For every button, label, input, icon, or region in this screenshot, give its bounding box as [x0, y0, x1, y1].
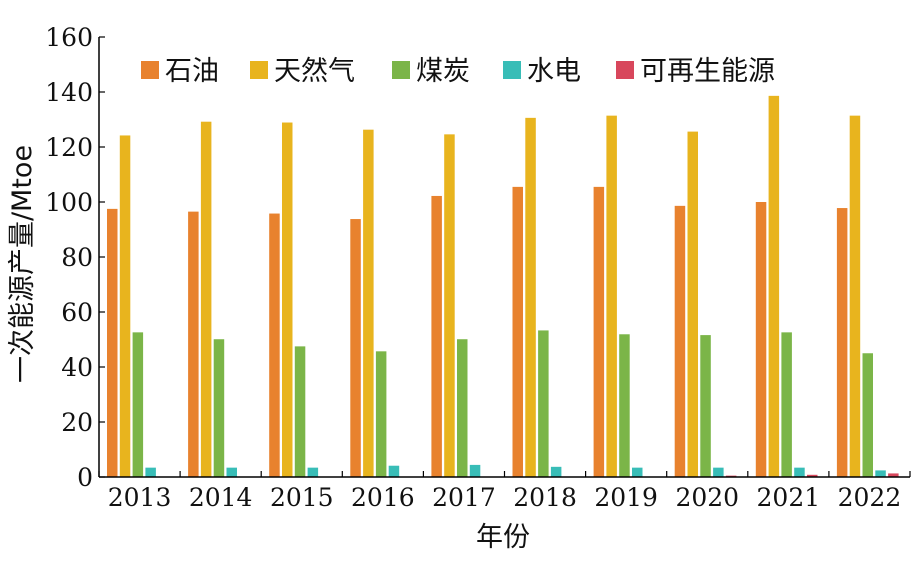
bar [107, 208, 118, 477]
bar [619, 334, 630, 477]
y-tick-label: 100 [45, 188, 93, 217]
y-ticks: 0 20 40 60 80 100 120 140 160 [45, 23, 105, 492]
legend-label: 可再生能源 [640, 56, 775, 87]
bar [269, 213, 280, 478]
x-tick-label: 2013 [108, 483, 172, 512]
bar [444, 134, 455, 477]
bar [512, 186, 523, 477]
legend-swatch [250, 61, 268, 79]
x-tick-label: 2015 [270, 483, 334, 512]
y-tick-label: 120 [45, 133, 93, 162]
bar [781, 332, 792, 477]
bar [350, 219, 361, 478]
bar [363, 129, 374, 478]
y-axis-title: 一次能源产量/Mtoe [7, 145, 38, 383]
legend-label: 石油 [165, 56, 219, 87]
bar [388, 465, 400, 477]
x-tick-label: 2022 [838, 483, 902, 512]
bar [768, 95, 780, 477]
legend: 石油 天然气 煤炭 水电 可再生能源 [141, 56, 775, 87]
x-tick-label: 2017 [432, 483, 496, 512]
bar [188, 211, 199, 477]
x-tick-label: 2019 [594, 483, 658, 512]
bar [888, 473, 899, 477]
x-tick-label: 2021 [757, 483, 821, 512]
x-tick-label: 2020 [675, 483, 739, 512]
y-tick-label: 40 [61, 353, 93, 382]
bar [807, 474, 818, 477]
legend-swatch [503, 61, 521, 79]
bar [282, 122, 293, 478]
x-tick-label: 2018 [513, 483, 577, 512]
bar [200, 121, 212, 477]
x-axis-title: 年份 [476, 522, 530, 553]
x-tick-label: 2016 [351, 483, 415, 512]
x-tick-label: 2014 [189, 483, 253, 512]
legend-label: 天然气 [274, 56, 355, 87]
bar [755, 202, 767, 477]
legend-label: 水电 [527, 56, 581, 87]
y-tick-label: 20 [61, 408, 93, 437]
legend-swatch [392, 61, 410, 79]
bar [307, 467, 319, 477]
y-tick-label: 0 [77, 463, 93, 492]
bars [107, 95, 899, 478]
bar [593, 186, 605, 477]
bar [862, 353, 873, 477]
bar [457, 339, 468, 477]
bar [226, 467, 237, 477]
bar [538, 330, 549, 477]
bar [145, 467, 156, 477]
y-tick-label: 80 [61, 243, 93, 272]
bar [431, 195, 442, 477]
bar [836, 208, 848, 478]
bar [700, 335, 711, 477]
bar [119, 135, 131, 477]
y-tick-label: 60 [61, 298, 93, 327]
bar [213, 339, 225, 477]
bar [469, 464, 481, 477]
legend-swatch [141, 61, 159, 79]
y-tick-label: 160 [45, 23, 93, 52]
bar [294, 346, 306, 477]
legend-label: 煤炭 [416, 56, 470, 87]
bar [849, 115, 861, 478]
x-ticks: 2013 2014 2015 2016 2017 2018 2019 2020 2021 2022 [98, 471, 911, 512]
y-tick-label: 140 [45, 78, 93, 107]
bar [375, 351, 387, 477]
bar [632, 467, 643, 477]
bar [550, 466, 562, 477]
bar [875, 470, 886, 477]
bar [674, 205, 686, 477]
bar [606, 115, 617, 478]
bar [687, 131, 698, 477]
legend-swatch [616, 61, 634, 79]
bar [713, 467, 724, 477]
bar [525, 117, 536, 477]
bar [794, 467, 805, 477]
bar [132, 332, 144, 477]
